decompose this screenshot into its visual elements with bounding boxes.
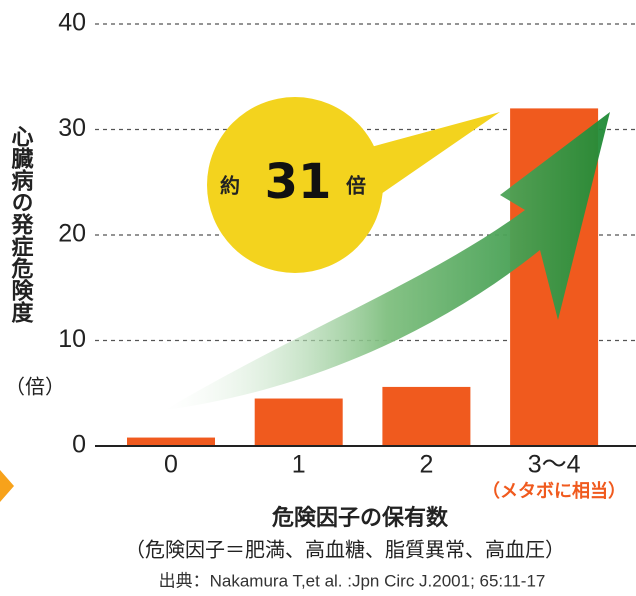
y-tick-label: 40 [58,9,86,37]
bar [255,399,343,446]
source: 出典：Nakamura T,et al. :Jpn Circ J.2001; 6… [159,571,546,590]
category-note: （メタボに相当） [482,480,626,502]
x-axis-label: 危険因子の保有数 [272,505,449,531]
callout-number: 31 [265,154,332,210]
callout-prefix: 約 [220,174,240,198]
bar [127,438,215,446]
y-tick-label: 0 [72,431,86,459]
y-tick-label: 20 [58,220,86,248]
y-tick-label: 30 [58,114,86,142]
x-tick-label: 0 [164,451,178,479]
page: {"chart_data": {"type": "bar", "y_label"… [0,0,636,596]
y-tick-label: 10 [58,325,86,353]
decor-arrow [0,470,14,502]
x-tick-label: 1 [292,451,306,479]
callout-suffix: 倍 [346,174,366,198]
bar [382,387,470,446]
x-tick-label: 2 [419,451,433,479]
y-axis-label: 心臓病の発症危険度 [8,125,35,324]
x-tick-label: 3〜4 [528,451,581,479]
subtitle: （危険因子＝肥満、高血糖、脂質異常、高血圧） [125,538,565,562]
y-axis-unit: （倍） [5,375,65,399]
chart: 0 10 20 30 40 0 1 2 3〜4 約 31 倍 心臓病の発症危険度 （倍） 危険因… [0,0,636,596]
